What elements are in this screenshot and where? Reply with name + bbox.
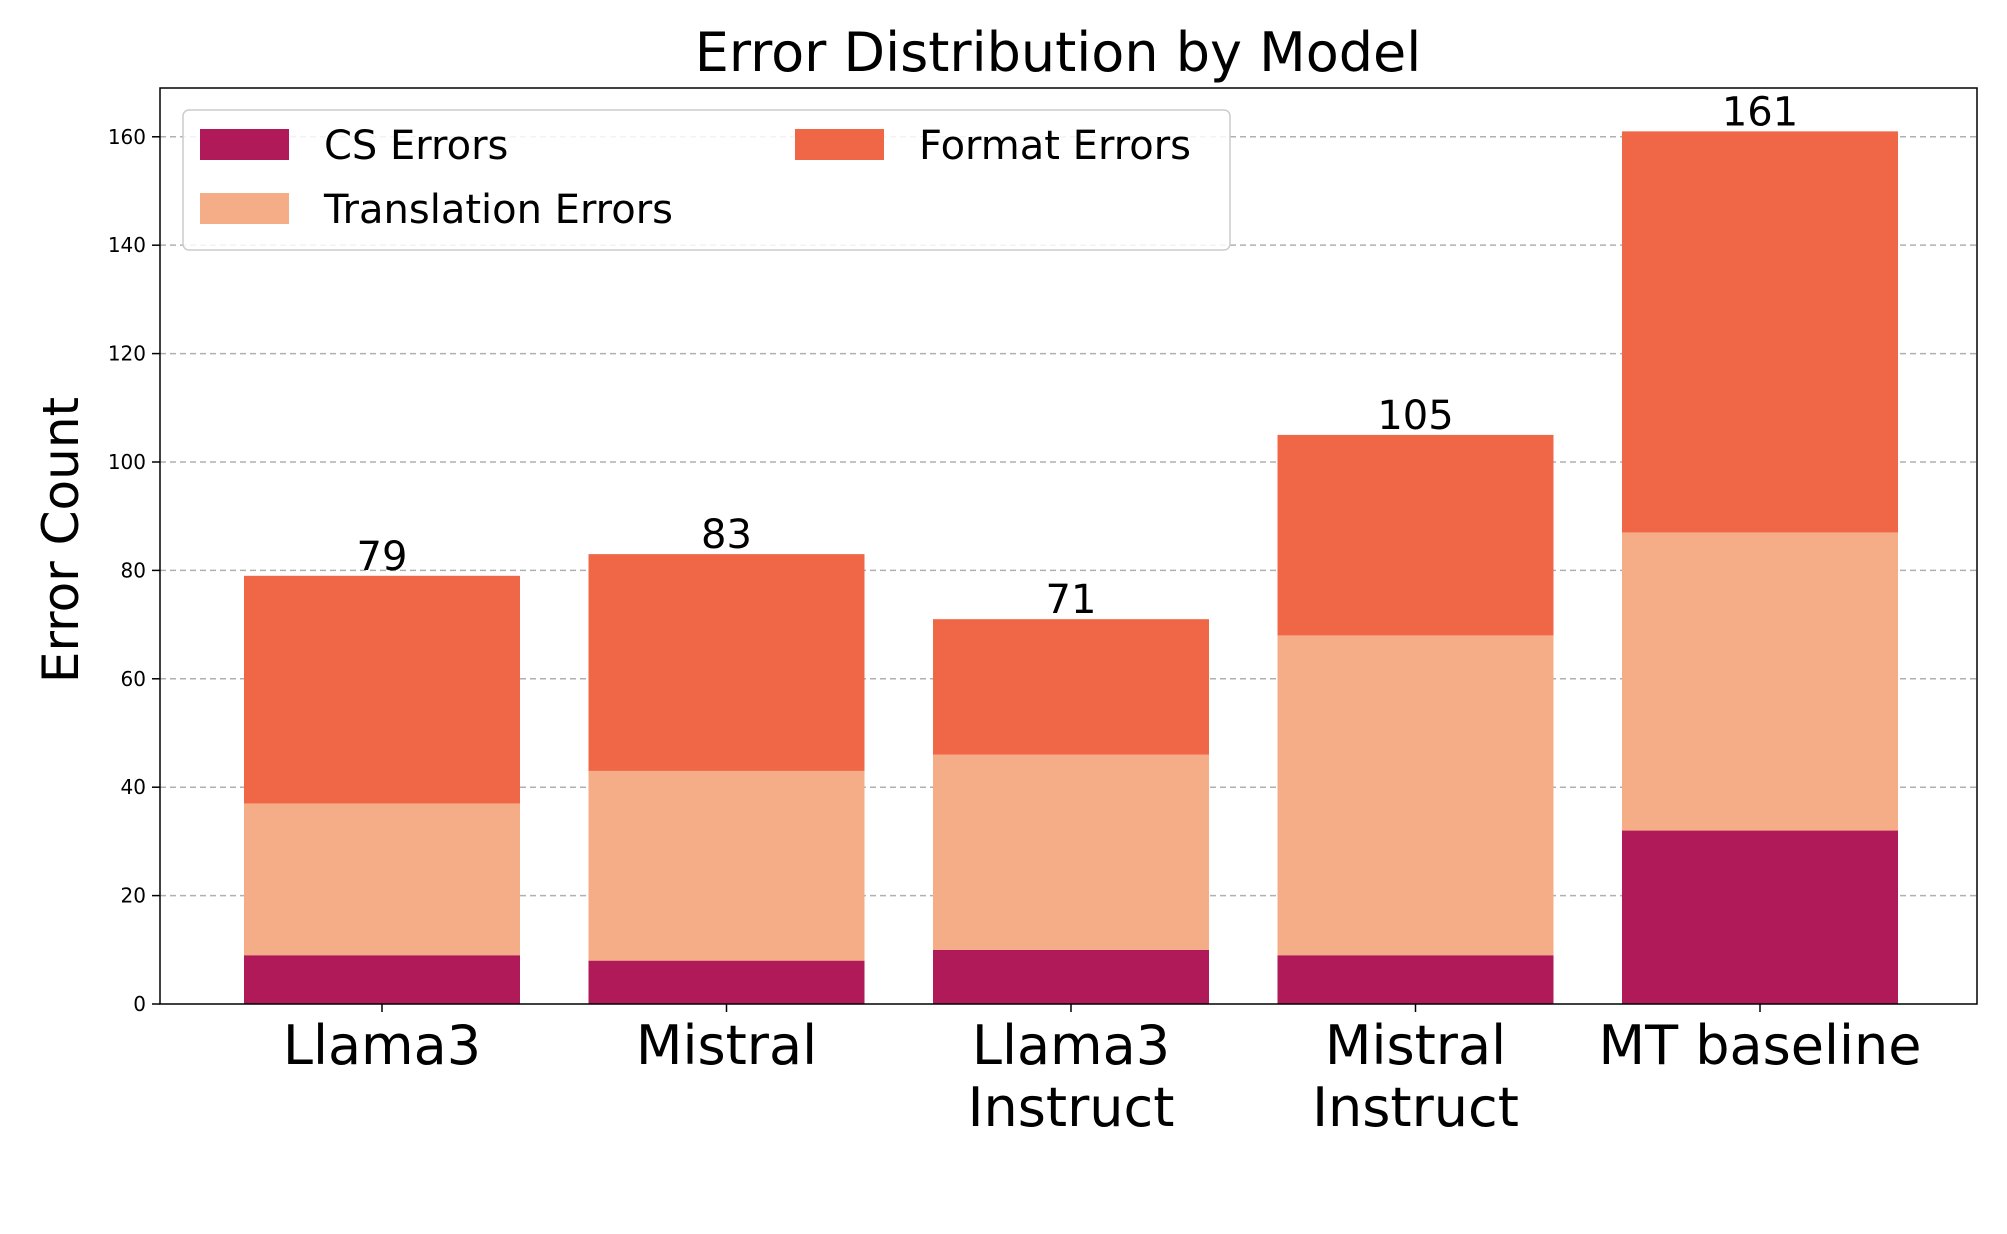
total-labels: 79 83 71 105 161 <box>357 89 1799 623</box>
chart-title: Error Distribution by Model <box>695 21 1422 84</box>
total-label-1: 83 <box>701 512 752 558</box>
y-tick-label-60: 60 <box>121 667 146 691</box>
bar-segment-2-2 <box>933 619 1209 755</box>
y-tick-label-20: 20 <box>121 884 146 908</box>
y-axis-ticks: 0 20 40 60 80 100 120 140 160 <box>108 125 160 1016</box>
y-tick-label-80: 80 <box>121 558 146 582</box>
bars-group <box>244 131 1898 1004</box>
bar-segment-1-1 <box>588 770 865 961</box>
bar-segment-2-0 <box>933 949 1209 1004</box>
y-tick-label-140: 140 <box>108 233 146 257</box>
x-tick-label-0-0: Llama3 <box>283 1014 481 1077</box>
x-tick-label-2-1: Instruct <box>968 1076 1175 1139</box>
legend-swatch-1 <box>200 193 289 224</box>
x-axis-ticks: Llama3 Mistral Llama3InstructMistralInstru… <box>283 1004 1922 1139</box>
bar-segment-3-0 <box>1277 955 1554 1004</box>
plot-area-frame <box>159 87 1978 1005</box>
legend: CS Errors Translation Errors Format Errors <box>182 109 1231 251</box>
total-label-0: 79 <box>357 534 408 580</box>
y-tick-label-40: 40 <box>121 775 146 799</box>
y-tick-label-120: 120 <box>108 342 146 366</box>
x-tick-label-4-0: MT baseline <box>1599 1014 1922 1077</box>
legend-frame <box>182 109 1231 251</box>
bar-segment-0-1 <box>244 803 520 956</box>
x-tick-label-3-1: Instruct <box>1312 1076 1519 1139</box>
bar-segment-0-0 <box>244 955 520 1004</box>
bar-segment-1-0 <box>588 960 865 1004</box>
x-tick-label-1-0: Mistral <box>636 1014 817 1077</box>
x-tick-label-2-0: Llama3 <box>972 1014 1170 1077</box>
bar-segment-4-2 <box>1622 131 1898 533</box>
legend-label-1: Translation Errors <box>323 187 673 233</box>
x-tick-label-3-0: Mistral <box>1325 1014 1506 1077</box>
y-tick-label-0: 0 <box>133 992 146 1016</box>
bar-segment-2-1 <box>933 754 1209 950</box>
legend-label-2: Format Errors <box>919 123 1191 169</box>
total-label-4: 161 <box>1722 89 1798 135</box>
total-label-3: 105 <box>1377 393 1453 439</box>
bar-segment-4-1 <box>1622 532 1898 831</box>
bar-segment-3-2 <box>1277 434 1554 636</box>
bar-segment-4-0 <box>1622 830 1898 1004</box>
legend-label-0: CS Errors <box>324 123 508 169</box>
bar-segment-1-2 <box>588 554 865 771</box>
y-axis-label: Error Count <box>32 397 90 683</box>
legend-swatch-0 <box>200 129 289 160</box>
total-label-2: 71 <box>1046 577 1097 623</box>
y-tick-label-160: 160 <box>108 125 146 149</box>
bar-segment-0-2 <box>244 575 520 804</box>
y-tick-label-100: 100 <box>108 450 146 474</box>
bar-segment-3-1 <box>1277 635 1554 956</box>
legend-swatch-2 <box>795 129 884 160</box>
